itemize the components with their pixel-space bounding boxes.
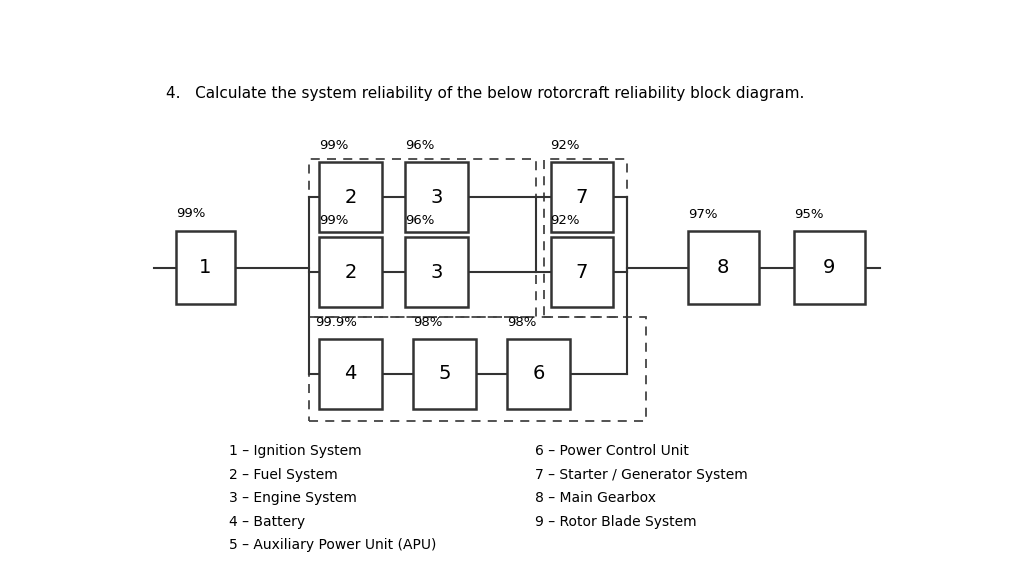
Text: 2 – Fuel System: 2 – Fuel System (229, 467, 337, 482)
Bar (175, 231, 235, 304)
Text: 8: 8 (717, 258, 729, 277)
Bar (794, 231, 865, 304)
Text: 2: 2 (344, 262, 357, 282)
Bar (551, 162, 613, 232)
Text: 95%: 95% (794, 208, 824, 221)
Text: 9 – Rotor Blade System: 9 – Rotor Blade System (535, 514, 697, 529)
Bar (544, 159, 627, 318)
Text: 96%: 96% (405, 139, 435, 152)
Bar (319, 162, 382, 232)
Text: 6 – Power Control Unit: 6 – Power Control Unit (535, 444, 689, 458)
Text: 92%: 92% (551, 214, 580, 227)
Text: 6: 6 (533, 365, 545, 383)
Bar (319, 237, 382, 307)
Bar (551, 237, 613, 307)
Text: 7: 7 (575, 262, 589, 282)
Text: 3 – Engine System: 3 – Engine System (229, 491, 357, 505)
Text: 1: 1 (199, 258, 212, 277)
Text: 3: 3 (431, 188, 443, 207)
Text: 4: 4 (344, 365, 357, 383)
Bar (413, 339, 476, 409)
Bar (309, 318, 646, 422)
Text: 98%: 98% (413, 316, 443, 329)
Text: 4 – Battery: 4 – Battery (229, 514, 305, 529)
Text: 2: 2 (344, 188, 357, 207)
Text: 1 – Ignition System: 1 – Ignition System (229, 444, 362, 458)
Bar (405, 162, 468, 232)
Text: 5 – Auxiliary Power Unit (APU): 5 – Auxiliary Power Unit (APU) (229, 538, 436, 552)
Text: 99.9%: 99.9% (315, 316, 357, 329)
Text: 99%: 99% (175, 207, 205, 220)
Bar (508, 339, 570, 409)
Text: 9: 9 (824, 258, 836, 277)
Text: 7: 7 (575, 188, 589, 207)
Bar (309, 159, 537, 318)
Bar (319, 339, 382, 409)
Text: 92%: 92% (551, 139, 580, 152)
Text: 96%: 96% (405, 214, 435, 227)
Text: 99%: 99% (319, 139, 348, 152)
Text: 98%: 98% (508, 316, 537, 329)
Text: 4.   Calculate the system reliability of the below rotorcraft reliability block : 4. Calculate the system reliability of t… (166, 86, 804, 101)
Text: 3: 3 (431, 262, 443, 282)
Text: 99%: 99% (319, 214, 348, 227)
Bar (405, 237, 468, 307)
Text: 97%: 97% (688, 208, 717, 221)
Bar (688, 231, 759, 304)
Text: 7 – Starter / Generator System: 7 – Starter / Generator System (535, 467, 748, 482)
Text: 5: 5 (439, 365, 451, 383)
Text: 8 – Main Gearbox: 8 – Main Gearbox (535, 491, 655, 505)
